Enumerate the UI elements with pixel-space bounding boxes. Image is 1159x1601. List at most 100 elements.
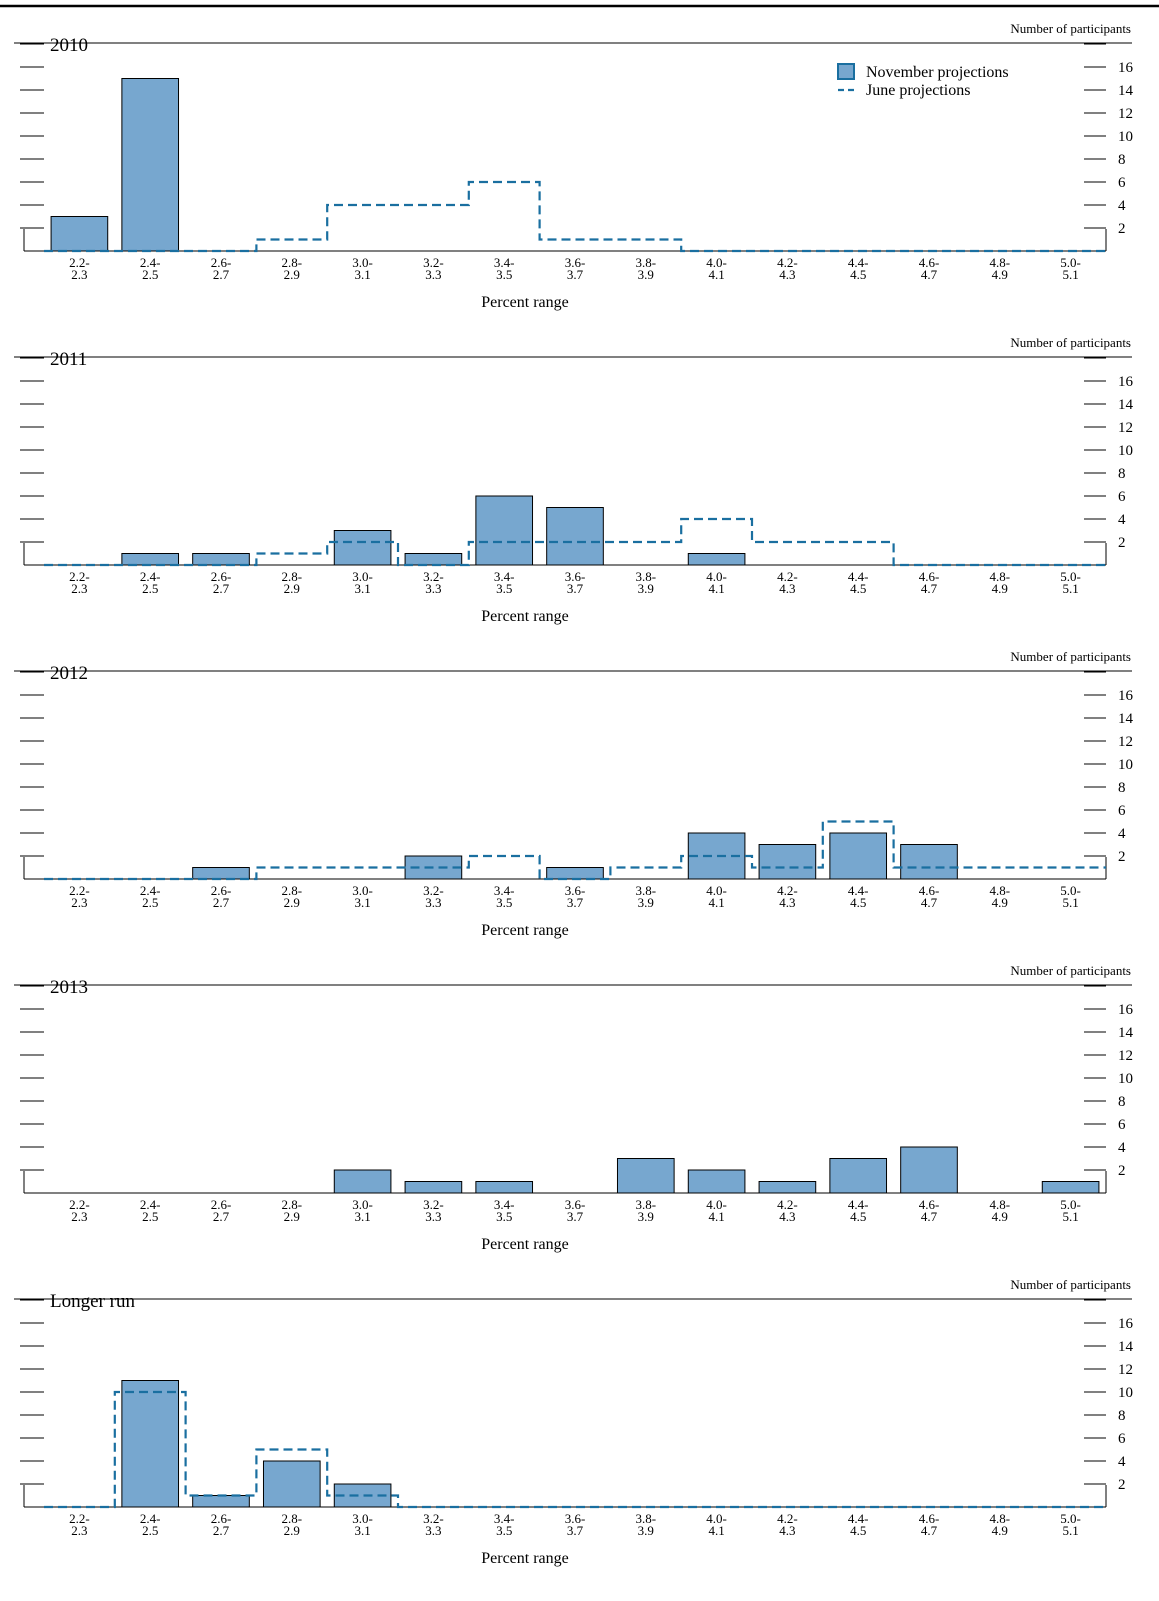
y-tick-label: 10	[1118, 757, 1133, 773]
x-tick-label: 3.4-	[494, 255, 515, 270]
y-tick-label: 8	[1118, 1094, 1126, 1110]
y-tick-label: 6	[1118, 489, 1126, 505]
y-tick-label: 12	[1118, 734, 1133, 750]
bar	[758, 1181, 817, 1194]
bar	[333, 530, 392, 566]
x-tick-label: 5.0-	[1060, 1511, 1081, 1526]
bar	[616, 1158, 675, 1194]
x-tick-label: 2.6-	[211, 255, 232, 270]
x-tick-label: 3.1	[354, 267, 370, 282]
x-tick-label: 4.7	[921, 1523, 938, 1538]
y-tick-label: 2	[1118, 1477, 1126, 1493]
x-tick-label: 4.0-	[706, 255, 727, 270]
x-tick-label: 3.3	[425, 581, 441, 596]
bar	[333, 1483, 392, 1508]
x-tick-label: 3.7	[567, 267, 584, 282]
x-tick-label: 2.5	[142, 1523, 158, 1538]
x-tick-label: 2.3	[71, 267, 87, 282]
x-tick-label: 2.7	[213, 895, 230, 910]
panel-2: Number of participants 2 4 6 8 10 12 14 16 2012 2.…	[14, 649, 1134, 939]
x-tick-label: 3.0-	[352, 255, 373, 270]
x-tick-label: 3.7	[567, 1523, 584, 1538]
y-axis-label: Number of participants	[1010, 1277, 1131, 1292]
panel-title: 2011	[50, 349, 87, 370]
bar	[829, 1158, 888, 1194]
x-tick-label: 5.1	[1062, 1523, 1078, 1538]
x-tick-label: 3.5	[496, 581, 512, 596]
y-tick-label: 12	[1118, 1048, 1133, 1064]
bar	[829, 832, 888, 880]
y-tick-label: 4	[1118, 512, 1126, 528]
bar	[546, 867, 604, 880]
x-tick-label: 2.5	[142, 895, 158, 910]
x-tick-label: 4.6-	[919, 255, 940, 270]
x-tick-label: 4.0-	[706, 1511, 727, 1526]
x-tick-label: 4.6-	[919, 1511, 940, 1526]
y-tick-label: 12	[1118, 106, 1133, 122]
panel-title: Longer run	[50, 1291, 135, 1312]
y-tick-label: 4	[1118, 198, 1126, 214]
x-tick-label: 3.5	[496, 1523, 512, 1538]
x-tick-label: 5.0-	[1060, 569, 1081, 584]
x-tick-label: 2.2-	[69, 255, 90, 270]
x-tick-label: 2.9	[284, 1209, 300, 1224]
x-tick-label: 2.6-	[211, 883, 232, 898]
x-axis-title: Percent range	[481, 294, 569, 311]
bar	[900, 1146, 958, 1194]
bar	[475, 495, 534, 566]
y-tick-label: 12	[1118, 420, 1133, 436]
x-tick-label: 3.6-	[565, 1511, 586, 1526]
x-tick-label: 3.5	[496, 1209, 512, 1224]
x-tick-label: 2.3	[71, 581, 87, 596]
x-tick-label: 3.0-	[352, 569, 373, 584]
x-tick-label: 4.2-	[777, 1511, 798, 1526]
y-tick-label: 2	[1118, 849, 1126, 865]
bar	[900, 844, 958, 880]
x-tick-label: 2.2-	[69, 1197, 90, 1212]
y-tick-label: 16	[1118, 1002, 1134, 1018]
x-tick-label: 2.5	[142, 581, 158, 596]
x-tick-label: 2.3	[71, 1209, 87, 1224]
x-tick-label: 2.4-	[140, 1197, 161, 1212]
bar	[262, 1460, 321, 1508]
x-tick-label: 2.5	[142, 267, 158, 282]
x-tick-label: 3.9	[638, 895, 654, 910]
y-tick-label: 4	[1118, 826, 1126, 842]
x-tick-label: 4.0-	[706, 569, 727, 584]
x-tick-label: 4.8-	[990, 255, 1011, 270]
bar	[50, 216, 109, 252]
x-tick-label: 4.2-	[777, 883, 798, 898]
legend-label-november: November projections	[866, 64, 1009, 81]
y-axis-label: Number of participants	[1010, 21, 1131, 36]
x-tick-label: 3.1	[354, 1523, 370, 1538]
x-tick-label: 5.0-	[1060, 883, 1081, 898]
x-tick-label: 3.9	[638, 1209, 654, 1224]
x-tick-label: 2.5	[142, 1209, 158, 1224]
x-axis-title: Percent range	[481, 608, 569, 625]
x-tick-label: 4.7	[921, 1209, 938, 1224]
panel-0: Number of participants 2 4 6 8 10 12 14 16 2010 2.…	[14, 21, 1134, 311]
x-tick-label: 5.1	[1062, 895, 1078, 910]
x-tick-label: 3.4-	[494, 569, 515, 584]
x-tick-label: 3.4-	[494, 883, 515, 898]
x-tick-label: 3.1	[354, 895, 370, 910]
x-tick-label: 3.3	[425, 1209, 441, 1224]
x-tick-label: 2.7	[213, 267, 230, 282]
y-tick-label: 4	[1118, 1454, 1126, 1470]
x-tick-label: 4.9	[992, 267, 1008, 282]
x-tick-label: 2.2-	[69, 1511, 90, 1526]
y-tick-label: 14	[1118, 83, 1134, 99]
bar	[121, 78, 180, 252]
x-tick-label: 2.4-	[140, 1511, 161, 1526]
x-tick-label: 3.8-	[636, 569, 657, 584]
bar	[121, 553, 180, 566]
x-tick-label: 4.6-	[919, 569, 940, 584]
x-tick-label: 3.4-	[494, 1511, 515, 1526]
x-tick-label: 4.1	[708, 1209, 724, 1224]
panel-4: Number of participants 2 4 6 8 10 12 14 16 Longer…	[14, 1277, 1134, 1567]
y-tick-label: 6	[1118, 803, 1126, 819]
x-tick-label: 4.3	[779, 581, 795, 596]
y-tick-label: 14	[1118, 1025, 1134, 1041]
y-tick-label: 8	[1118, 466, 1126, 482]
